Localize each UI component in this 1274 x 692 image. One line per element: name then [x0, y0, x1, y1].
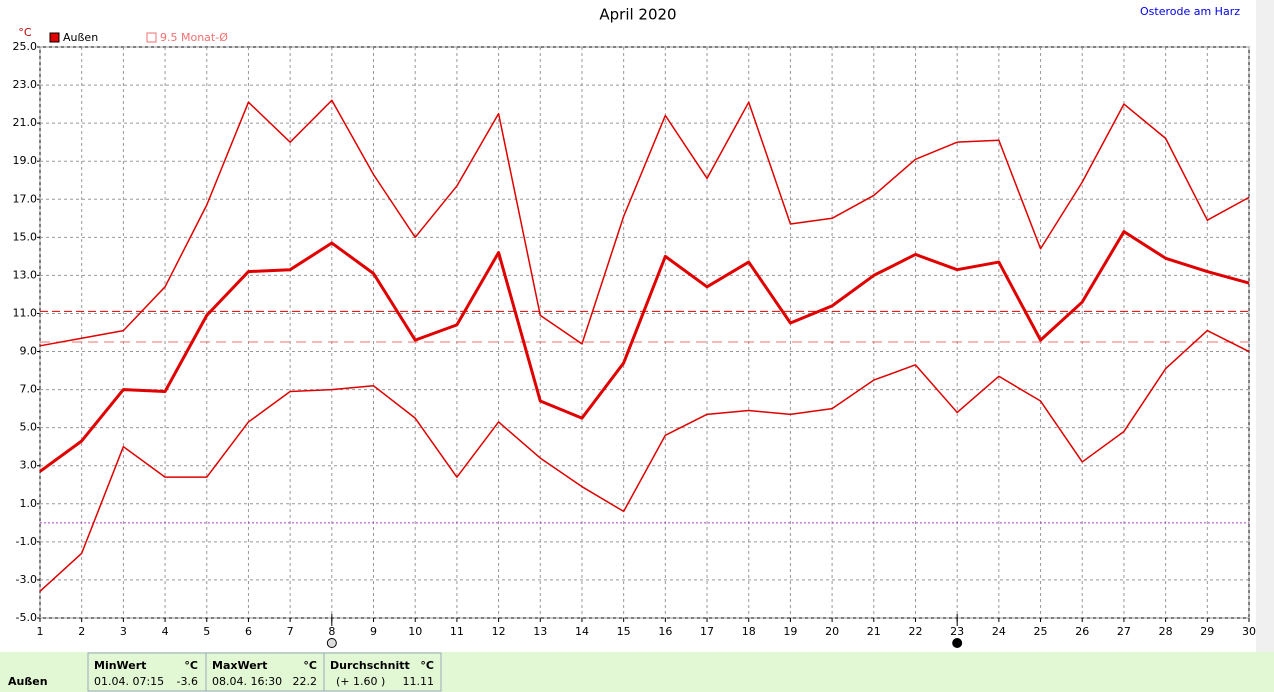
- y-tick-label: -3.0: [16, 573, 37, 586]
- y-tick-label: 17.0: [13, 192, 38, 205]
- legend-swatch: [146, 32, 157, 43]
- footer-box: [87, 652, 442, 692]
- footer-bg: [0, 652, 1274, 692]
- footer-delta: (+ 1.60 ): [336, 675, 385, 688]
- x-tick-label: 5: [203, 625, 210, 638]
- x-tick-label: 12: [492, 625, 506, 638]
- x-tick-label: 28: [1159, 625, 1173, 638]
- y-tick-label: 3.0: [20, 459, 38, 472]
- legend-label: Außen: [63, 31, 98, 44]
- footer-value: 22.2: [293, 675, 318, 688]
- footer-title: Durchschnitt: [330, 659, 410, 672]
- y-tick-label: 25.0: [13, 40, 38, 53]
- footer-unit: °C: [303, 659, 317, 672]
- x-tick-label: 13: [533, 625, 547, 638]
- y-tick-label: -5.0: [16, 611, 37, 624]
- y-tick-label: 7.0: [20, 383, 38, 396]
- x-tick-label: 11: [450, 625, 464, 638]
- y-tick-label: -1.0: [16, 535, 37, 548]
- x-tick-label: 8: [328, 625, 335, 638]
- x-tick-label: 14: [575, 625, 589, 638]
- series-line: [39, 230, 1250, 473]
- y-tick-label: 13.0: [13, 268, 38, 281]
- side-bar: [1256, 0, 1274, 652]
- marker: [952, 638, 963, 648]
- x-tick-label: 7: [287, 625, 294, 638]
- footer-when: 01.04. 07:15: [94, 675, 164, 688]
- x-tick-label: 4: [162, 625, 169, 638]
- x-tick-label: 3: [120, 625, 127, 638]
- footer-row-label: Außen: [8, 675, 48, 688]
- unit-label: °C: [18, 26, 32, 39]
- legend-swatch: [49, 32, 60, 43]
- x-tick-label: 6: [245, 625, 252, 638]
- x-tick-label: 24: [992, 625, 1006, 638]
- footer-title: MaxWert: [212, 659, 267, 672]
- footer-value: -3.6: [177, 675, 198, 688]
- x-tick-label: 27: [1117, 625, 1131, 638]
- chart-title: April 2020: [599, 6, 676, 24]
- y-tick-label: 5.0: [20, 421, 38, 434]
- y-tick-label: 1.0: [20, 497, 38, 510]
- x-tick-label: 16: [658, 625, 672, 638]
- footer-unit: °C: [420, 659, 434, 672]
- footer-value: 11.11: [403, 675, 435, 688]
- x-tick-label: 15: [617, 625, 631, 638]
- x-tick-label: 23: [950, 625, 964, 638]
- footer-unit: °C: [184, 659, 198, 672]
- x-tick-label: 30: [1242, 625, 1256, 638]
- y-tick-label: 11.0: [13, 306, 38, 319]
- footer-title: MinWert: [94, 659, 146, 672]
- legend-label: 9.5 Monat-Ø: [160, 31, 228, 44]
- x-tick-label: 18: [742, 625, 756, 638]
- marker: [326, 638, 337, 648]
- series-line: [39, 99, 1250, 347]
- footer-when: 08.04. 16:30: [212, 675, 282, 688]
- x-tick-label: 22: [908, 625, 922, 638]
- x-tick-label: 21: [867, 625, 881, 638]
- y-tick-label: 15.0: [13, 230, 38, 243]
- series-line: [39, 329, 1250, 592]
- x-tick-label: 25: [1034, 625, 1048, 638]
- x-tick-label: 29: [1200, 625, 1214, 638]
- x-tick-label: 9: [370, 625, 377, 638]
- x-tick-label: 17: [700, 625, 714, 638]
- x-tick-label: 26: [1075, 625, 1089, 638]
- x-tick-label: 2: [78, 625, 85, 638]
- y-tick-label: 9.0: [20, 345, 38, 358]
- x-tick-label: 19: [783, 625, 797, 638]
- plot-area: [39, 46, 1250, 619]
- x-tick-label: 10: [408, 625, 422, 638]
- y-tick-label: 19.0: [13, 154, 38, 167]
- y-tick-label: 21.0: [13, 116, 38, 129]
- y-tick-label: 23.0: [13, 78, 38, 91]
- x-tick-label: 20: [825, 625, 839, 638]
- x-tick-label: 1: [37, 625, 44, 638]
- location: Osterode am Harz: [1140, 5, 1240, 18]
